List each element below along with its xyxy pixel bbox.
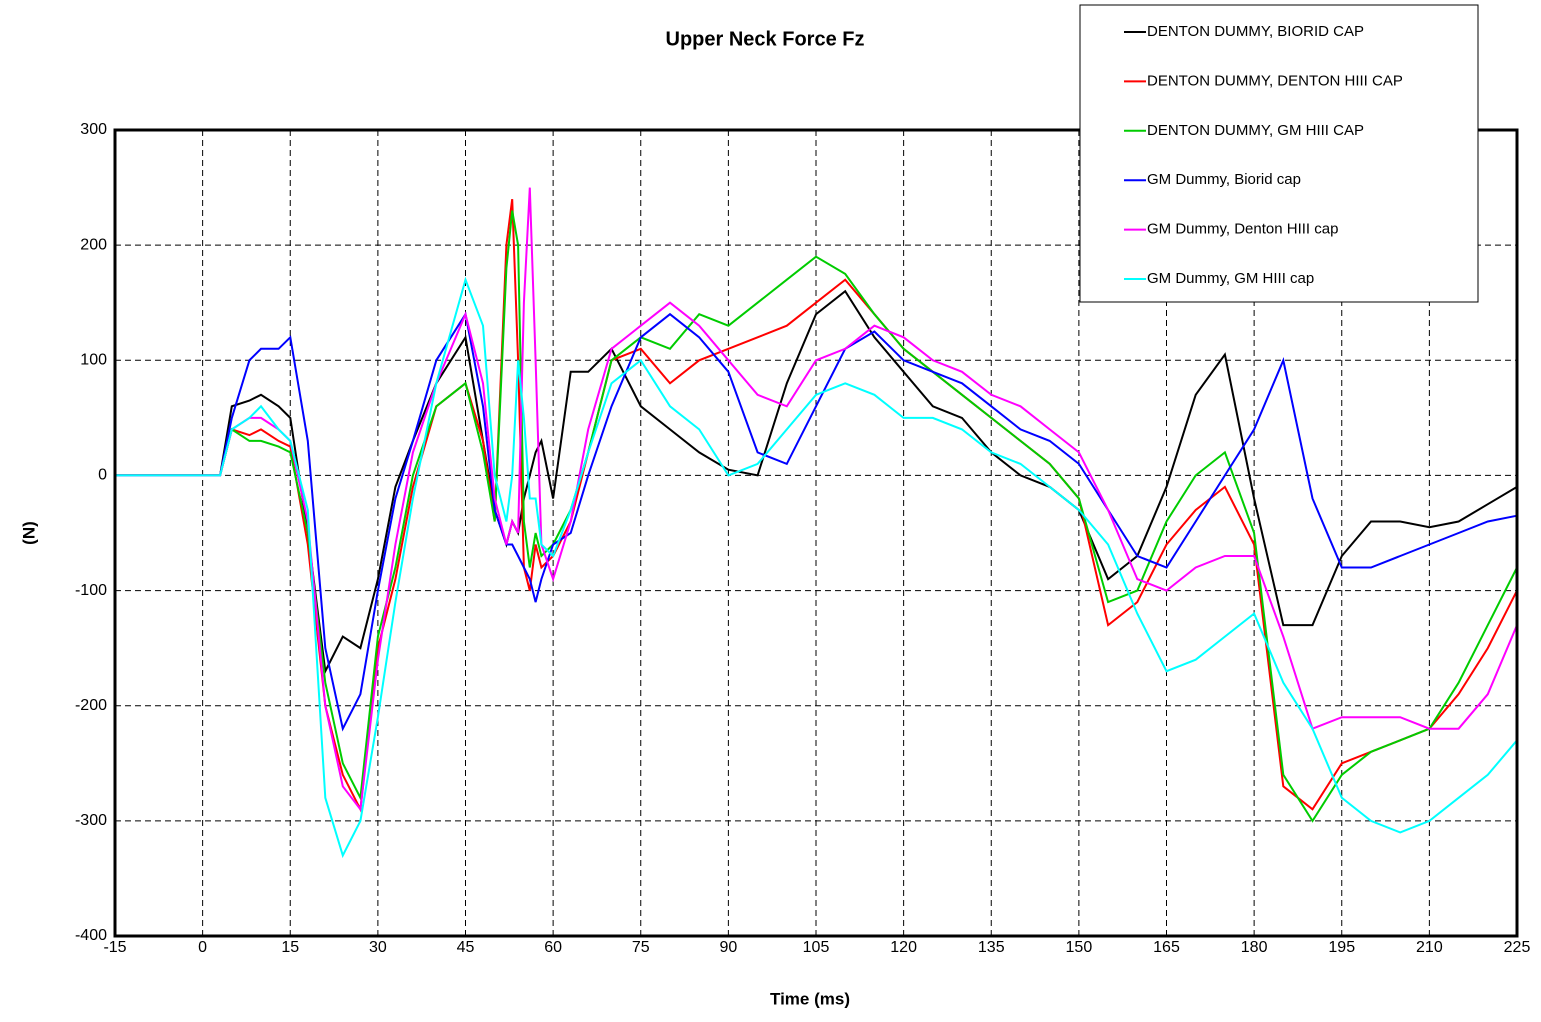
x-tick-label: 0	[198, 939, 207, 956]
series-line	[115, 198, 1518, 813]
x-tick-label: 45	[457, 939, 475, 956]
x-tick-label: 180	[1241, 939, 1268, 956]
y-tick-label: 300	[80, 121, 107, 138]
series-line	[115, 289, 1518, 675]
x-axis-label: Time (ms)	[770, 989, 850, 1008]
y-tick-label: -400	[75, 927, 107, 944]
y-tick-label: 100	[80, 352, 107, 369]
x-tick-label: -15	[103, 939, 126, 956]
legend-label: GM Dummy, Biorid cap	[1147, 171, 1301, 188]
x-tick-label: 165	[1153, 939, 1180, 956]
x-tick-label: 135	[978, 939, 1005, 956]
y-tick-label: 0	[98, 467, 107, 484]
legend-label: GM Dummy, Denton HIII cap	[1147, 221, 1338, 238]
x-tick-label: 75	[632, 939, 650, 956]
x-tick-label: 90	[719, 939, 737, 956]
x-tick-label: 225	[1504, 939, 1531, 956]
legend: DENTON DUMMY, BIORID CAP DENTON DUMMY, DE…	[1079, 4, 1479, 303]
legend-label: DENTON DUMMY, BIORID CAP	[1147, 23, 1364, 40]
legend-label: GM Dummy, GM HIII cap	[1147, 270, 1314, 287]
tick-labels: -400 -300 -200 -100 0 100 200 300 -15 0 15 30 45 60 75…	[75, 121, 1530, 956]
x-tick-label: 30	[369, 939, 387, 956]
x-tick-label: 105	[803, 939, 830, 956]
plot-lines	[115, 187, 1518, 859]
x-tick-label: 60	[544, 939, 562, 956]
chart-title: Upper Neck Force Fz	[666, 28, 865, 50]
x-tick-label: 120	[890, 939, 917, 956]
y-axis-label: (N)	[19, 521, 38, 545]
x-tick-label: 150	[1066, 939, 1093, 956]
y-tick-label: 200	[80, 236, 107, 253]
series-line	[115, 276, 1518, 859]
x-tick-label: 195	[1328, 939, 1355, 956]
legend-label: DENTON DUMMY, GM HIII CAP	[1147, 122, 1364, 139]
legend-label: DENTON DUMMY, DENTON HIII CAP	[1147, 72, 1403, 89]
y-tick-label: -100	[75, 582, 107, 599]
x-tick-label: 15	[281, 939, 299, 956]
series-line	[115, 187, 1518, 812]
series-line	[115, 311, 1518, 732]
y-tick-label: -300	[75, 812, 107, 829]
x-tick-label: 210	[1416, 939, 1443, 956]
plot-frame	[113, 128, 1519, 938]
legend-box	[1079, 4, 1479, 303]
y-tick-label: -200	[75, 697, 107, 714]
